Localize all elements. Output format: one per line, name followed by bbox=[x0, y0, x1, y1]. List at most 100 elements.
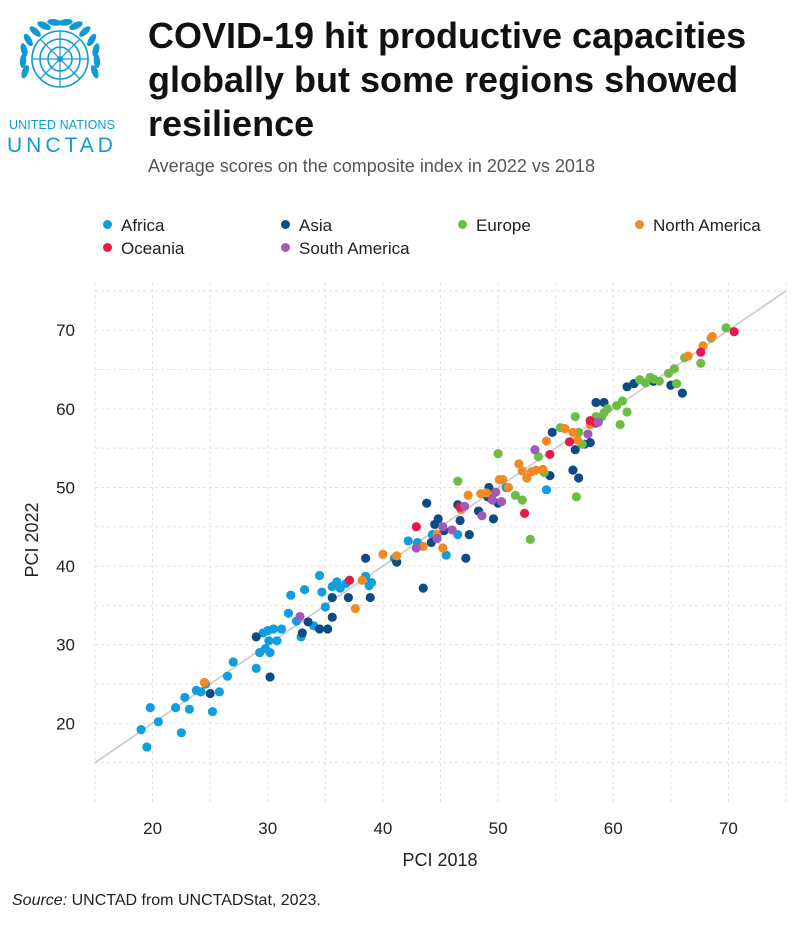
data-point-north-america bbox=[538, 464, 548, 474]
data-point-africa bbox=[251, 663, 261, 673]
data-point-north-america bbox=[392, 551, 402, 561]
legend-label-europe: Europe bbox=[476, 216, 531, 235]
data-point-asia bbox=[343, 592, 353, 603]
emblem-meridian bbox=[59, 38, 81, 60]
data-point-asia bbox=[361, 553, 371, 563]
data-point-africa bbox=[207, 706, 218, 717]
legend-marker-north-america bbox=[635, 220, 644, 230]
data-point-north-america bbox=[531, 465, 541, 475]
chart-title: COVID-19 hit productive capacities globa… bbox=[148, 15, 747, 144]
data-point-africa bbox=[145, 703, 155, 713]
data-point-asia bbox=[327, 612, 337, 622]
data-point-north-america bbox=[572, 435, 583, 445]
data-point-south-america bbox=[487, 495, 497, 505]
source-note: Source: UNCTAD from UNCTADStat, 2023. bbox=[12, 892, 321, 910]
series-africa bbox=[136, 482, 552, 752]
data-point-asia bbox=[323, 624, 333, 634]
legend-marker-asia bbox=[281, 220, 290, 230]
data-point-europe bbox=[622, 407, 632, 417]
x-tick-label: 40 bbox=[373, 819, 392, 838]
data-point-europe bbox=[570, 412, 580, 422]
y-tick-label: 30 bbox=[56, 636, 75, 655]
data-point-africa bbox=[317, 587, 327, 597]
legend-item-asia[interactable]: Asia bbox=[281, 216, 332, 236]
data-point-africa bbox=[314, 570, 325, 581]
data-point-oceania bbox=[729, 327, 739, 337]
legend-item-north-america[interactable]: North America bbox=[635, 216, 761, 236]
data-point-north-america bbox=[438, 543, 448, 553]
data-point-africa bbox=[276, 624, 287, 634]
emblem-center bbox=[57, 56, 63, 62]
data-point-north-america bbox=[517, 466, 527, 476]
y-tick-label: 40 bbox=[56, 557, 75, 576]
data-point-africa bbox=[283, 608, 294, 618]
data-point-oceania bbox=[519, 508, 530, 519]
x-tick-label: 20 bbox=[143, 819, 162, 838]
data-point-north-america bbox=[481, 488, 492, 498]
data-point-north-america bbox=[418, 541, 428, 552]
un-emblem-icon bbox=[19, 19, 101, 88]
laurel-leaf bbox=[69, 21, 83, 30]
data-point-asia bbox=[591, 397, 601, 408]
data-point-south-america bbox=[411, 543, 421, 553]
logo-text-united-nations: UNITED NATIONS bbox=[8, 118, 116, 132]
legend-marker-africa bbox=[103, 220, 112, 230]
data-point-south-america bbox=[438, 522, 448, 532]
legend-item-africa[interactable]: Africa bbox=[103, 216, 164, 236]
data-point-europe bbox=[571, 492, 581, 502]
legend-item-oceania[interactable]: Oceania bbox=[103, 239, 184, 259]
ticks: 20 30 40 50 60 70 20 30 40 50 60 70 bbox=[56, 321, 738, 838]
data-point-europe bbox=[654, 376, 664, 386]
legend-label-africa: Africa bbox=[121, 216, 165, 235]
laurel-leaf bbox=[19, 53, 27, 68]
legend-label-asia: Asia bbox=[299, 216, 333, 235]
data-point-south-america bbox=[496, 497, 507, 507]
data-point-africa bbox=[171, 703, 181, 713]
data-point-asia bbox=[622, 382, 632, 392]
data-point-africa bbox=[268, 624, 279, 634]
laurel-leaf bbox=[93, 53, 101, 68]
data-point-africa bbox=[196, 687, 206, 697]
data-point-south-america bbox=[432, 533, 442, 544]
data-point-europe bbox=[669, 364, 679, 374]
data-point-asia bbox=[327, 592, 337, 603]
data-point-asia bbox=[392, 557, 402, 567]
data-point-north-america bbox=[568, 427, 578, 438]
data-point-asia bbox=[488, 514, 499, 524]
x-tick-label: 60 bbox=[604, 819, 623, 838]
legend-item-south-america[interactable]: South America bbox=[281, 239, 410, 259]
data-point-north-america bbox=[560, 423, 570, 434]
data-point-europe bbox=[533, 452, 543, 462]
data-point-asia bbox=[265, 672, 275, 682]
data-point-asia bbox=[205, 688, 215, 699]
y-tick-label: 50 bbox=[56, 478, 75, 497]
emblem-meridian bbox=[39, 58, 61, 80]
data-point-africa bbox=[153, 717, 163, 727]
x-axis-label: PCI 2018 bbox=[402, 850, 477, 870]
legend-marker-south-america bbox=[281, 243, 290, 253]
data-point-africa bbox=[222, 671, 233, 681]
data-point-south-america bbox=[295, 611, 305, 622]
laurel-leaf bbox=[47, 19, 62, 26]
data-point-asia bbox=[314, 624, 325, 634]
data-point-north-america bbox=[199, 677, 210, 688]
data-point-africa bbox=[441, 550, 451, 560]
data-point-north-america bbox=[683, 351, 693, 361]
source-text: UNCTAD from UNCTADStat, 2023. bbox=[67, 892, 321, 909]
data-point-africa bbox=[366, 578, 376, 588]
y-axis-label: PCI 2022 bbox=[22, 502, 42, 577]
data-point-south-america bbox=[530, 445, 540, 455]
legend-marker-oceania bbox=[103, 243, 112, 253]
emblem-meridian bbox=[59, 58, 81, 80]
data-point-oceania bbox=[545, 449, 555, 460]
laurel-leaf bbox=[37, 21, 51, 30]
data-point-asia bbox=[585, 438, 595, 448]
data-point-asia bbox=[297, 628, 307, 638]
chart-subtitle: Average scores on the composite index in… bbox=[148, 156, 595, 176]
data-point-north-america bbox=[707, 331, 717, 342]
logo-text-unctad: UNCTAD bbox=[7, 134, 117, 157]
legend-item-europe[interactable]: Europe bbox=[458, 216, 531, 236]
y-tick-label: 20 bbox=[56, 714, 75, 733]
data-point-europe bbox=[721, 323, 731, 333]
